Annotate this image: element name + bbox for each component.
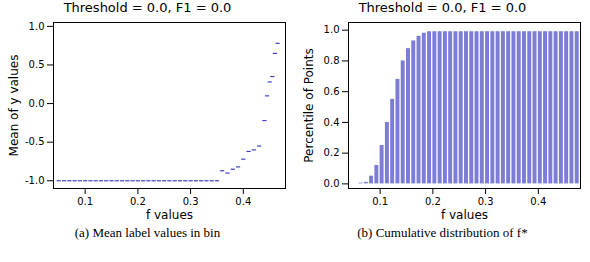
svg-text:0.3: 0.3 [477,196,493,207]
svg-text:0.4: 0.4 [235,196,251,207]
svg-text:f values: f values [145,208,192,222]
svg-text:1.0: 1.0 [323,24,339,35]
svg-text:0.5: 0.5 [28,59,44,70]
svg-text:1.0: 1.0 [28,21,44,32]
svg-text:0.0: 0.0 [28,98,44,109]
svg-text:0.2: 0.2 [424,196,440,207]
svg-text:-0.5: -0.5 [24,136,44,147]
svg-text:-1.0: -1.0 [24,175,44,186]
html-text:Threshold = 0.0, F1 = 0.0: Threshold = 0.0, F1 = 0.0 [358,0,527,15]
svg-text:Mean of y values: Mean of y values [7,55,21,157]
svg-text:f values: f values [440,208,487,222]
svg-text:0.2: 0.2 [129,196,145,207]
html-text:Threshold = 0.0, F1 = 0.0: Threshold = 0.0, F1 = 0.0 [63,0,232,15]
svg-text:0.3: 0.3 [182,196,198,207]
html-text:(a) Mean label values in bin: (a) Mean label values in bin [74,225,221,240]
html-text:(b) Cumulative distribution of: (b) Cumulative distribution of f* [357,225,528,240]
svg-text:Percentile of Points: Percentile of Points [302,48,316,162]
svg-text:0.6: 0.6 [323,86,339,97]
svg-text:0.1: 0.1 [372,196,388,207]
svg-text:0.4: 0.4 [530,196,546,207]
svg-text:0.8: 0.8 [323,55,339,66]
svg-text:0.1: 0.1 [77,196,93,207]
svg-text:0.2: 0.2 [323,147,339,158]
svg-text:0.4: 0.4 [323,117,339,128]
svg-text:0.0: 0.0 [323,178,339,189]
